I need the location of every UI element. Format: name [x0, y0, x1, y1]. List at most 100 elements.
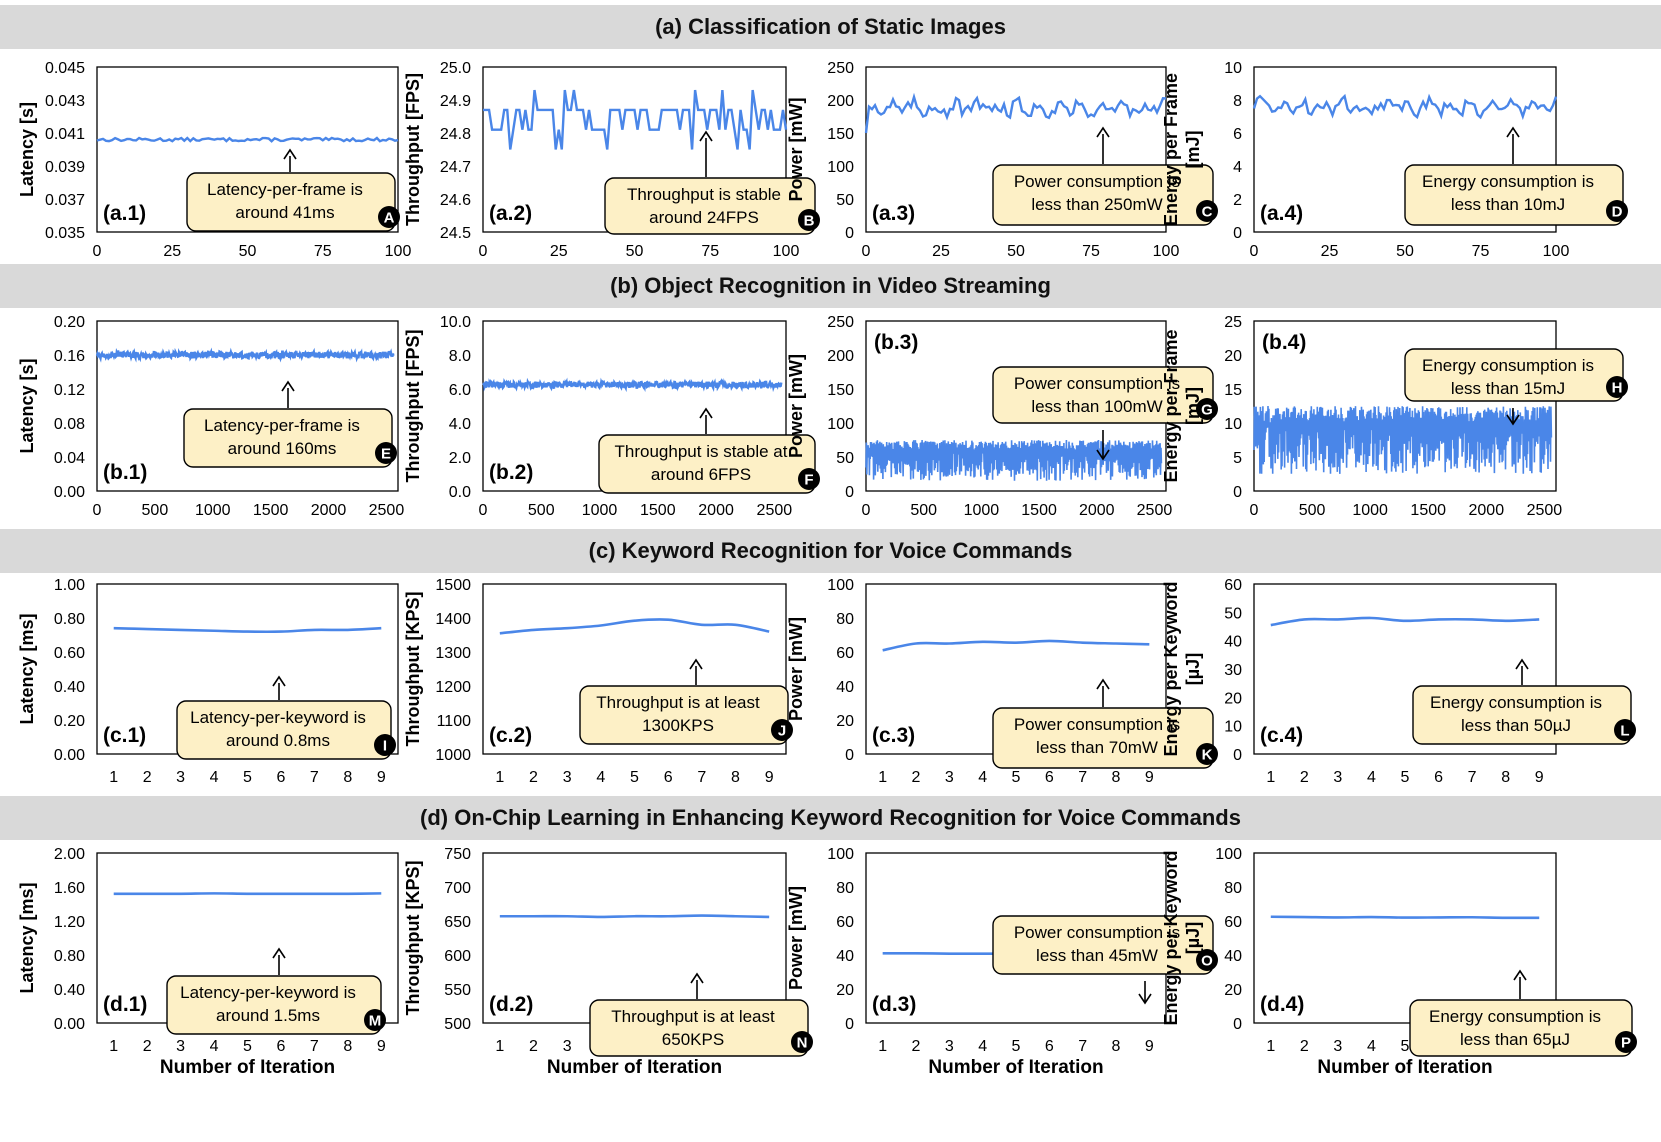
x-tick-label: 0 [93, 243, 102, 260]
y-tick-label: 8 [1233, 93, 1242, 110]
x-tick-label: 500 [910, 502, 937, 519]
callout-text: Latency-per-keyword is [190, 708, 366, 727]
y-tick-label: 0 [845, 747, 854, 764]
callout-text: Power consumption is [1014, 715, 1180, 734]
chart-c3: 0 20 40 60 80 100 1 2 3 4 5 6 7 8 9 Power [mW] (c.3) Powe… [786, 577, 1218, 786]
y-tick-label: 30 [1224, 662, 1242, 679]
callout-text: less than 10mJ [1451, 195, 1565, 214]
panel-label: (b.3) [874, 331, 918, 354]
series-line [1270, 915, 1540, 920]
callout-text: Latency-per-keyword is [180, 983, 356, 1002]
callout-badge [1196, 398, 1218, 420]
callout-box [589, 999, 809, 1057]
x-axis-label: Number of Iteration [928, 1057, 1103, 1078]
x-tick-label: 2000 [698, 502, 734, 519]
x-tick-label: 3 [176, 1038, 185, 1055]
y-tick-label: 0 [845, 1016, 854, 1033]
x-tick-label: 50 [1396, 243, 1414, 260]
y-tick-label: 650 [444, 914, 471, 931]
x-tick-label: 500 [528, 502, 555, 519]
x-tick-label: 2 [143, 1038, 152, 1055]
x-tick-label: 100 [385, 243, 412, 260]
callout-badge-letter: C [1202, 204, 1213, 221]
y-tick-label: 100 [827, 846, 854, 863]
callout-box [992, 366, 1214, 424]
callout-box [992, 164, 1214, 226]
callout-badge-letter: A [384, 210, 395, 227]
x-tick-label: 100 [1543, 243, 1570, 260]
series-line [1253, 405, 1553, 474]
callout-text: less than 100mW [1031, 397, 1162, 416]
chart-c4: 0 10 20 30 40 50 60 1 2 3 4 5 6 7 8 9 Energy per Keyword… [1161, 577, 1636, 786]
section-title-d: (d) On-Chip Learning in Enhancing Keywor… [0, 796, 1661, 840]
x-tick-label: 4 [1367, 1038, 1376, 1055]
x-tick-label: 7 [1078, 769, 1087, 786]
x-tick-label: 75 [1082, 243, 1100, 260]
y-axis-label: Throughput [FPS] [403, 73, 423, 226]
callout-text: around 24FPS [649, 208, 759, 227]
x-tick-label: 7 [1468, 769, 1477, 786]
panel-label: (c.2) [489, 724, 532, 747]
callout-box [183, 408, 393, 468]
y-tick-label: 50 [1224, 605, 1242, 622]
chart-c1: 0.00 0.20 0.40 0.60 0.80 1.00 1 2 3 4 5 6 7 8 9 Latency… [17, 577, 399, 786]
x-tick-label: 75 [1472, 243, 1490, 260]
callout-text: 1300KPS [642, 716, 714, 735]
callout-badge-letter: E [381, 446, 391, 463]
y-tick-label: 1300 [435, 645, 471, 662]
x-tick-label: 50 [239, 243, 257, 260]
y-axis-label: [µJ] [1183, 922, 1203, 954]
y-axis-label: [mJ] [1183, 130, 1203, 168]
x-tick-label: 6 [276, 769, 285, 786]
x-tick-label: 9 [377, 1038, 386, 1055]
callout-arrowhead [272, 947, 286, 959]
y-tick-label: 2 [1233, 192, 1242, 209]
x-tick-label: 25 [163, 243, 181, 260]
series-line [1252, 93, 1558, 121]
y-tick-label: 200 [827, 93, 854, 110]
y-tick-label: 1.00 [54, 577, 85, 594]
y-tick-label: 150 [827, 126, 854, 143]
callout-box [992, 915, 1214, 975]
x-tick-label: 5 [1401, 1038, 1410, 1055]
y-tick-label: 1100 [437, 713, 472, 730]
callout-box [579, 685, 789, 745]
plot-frame [482, 852, 787, 1024]
y-axis-label: Energy per Frame [1161, 329, 1181, 482]
y-axis-label: [mJ] [1183, 387, 1203, 425]
y-tick-label: 80 [1224, 880, 1242, 897]
y-axis-label: Latency [s] [17, 358, 37, 453]
x-tick-label: 7 [1078, 1038, 1087, 1055]
y-tick-label: 0 [1233, 225, 1242, 242]
y-tick-label: 20 [1224, 982, 1242, 999]
callout-arrowhead [1506, 414, 1520, 426]
y-axis-label: Throughput [KPS] [403, 592, 423, 747]
callout-badge [1606, 200, 1628, 222]
plot-frame [1253, 852, 1557, 1024]
x-tick-label: 1 [1266, 1038, 1275, 1055]
callout-box [1409, 999, 1633, 1057]
callout-badge [798, 468, 820, 490]
y-tick-label: 25 [1224, 314, 1242, 331]
x-tick-label: 2 [529, 1038, 538, 1055]
x-tick-label: 1 [495, 1038, 504, 1055]
x-tick-label: 1 [878, 1038, 887, 1055]
callout-text: Energy consumption is [1422, 172, 1594, 191]
callout-badge [378, 206, 400, 228]
x-tick-label: 25 [1321, 243, 1339, 260]
y-tick-label: 500 [444, 1016, 471, 1033]
x-tick-label: 2 [1300, 769, 1309, 786]
x-tick-label: 3 [945, 769, 954, 786]
callout-text: Throughput is at least [611, 1007, 775, 1026]
x-tick-label: 0 [479, 502, 488, 519]
y-tick-label: 0.035 [45, 225, 85, 242]
y-tick-label: 250 [827, 314, 854, 331]
chart-b4: 0 5 10 15 20 25 0 500 1000 1500 2000 2500 Energy per… [1161, 314, 1628, 519]
chart-d2: 500550600650700750123456789Throughput [K… [403, 846, 813, 1078]
x-tick-label: 9 [1535, 769, 1544, 786]
x-tick-label: 4 [978, 1038, 987, 1055]
callout-badge [374, 734, 396, 756]
y-tick-label: 40 [836, 948, 854, 965]
callout-badge [1196, 743, 1218, 765]
